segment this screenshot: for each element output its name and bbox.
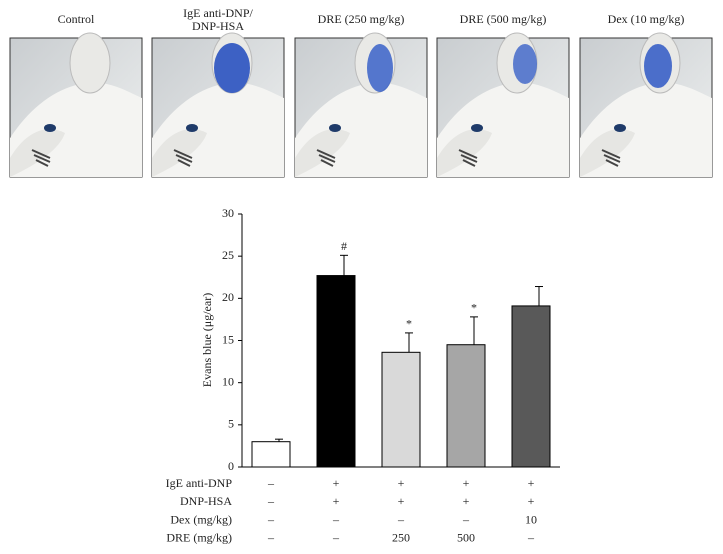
table-cell: – bbox=[462, 512, 470, 526]
y-tick-label: 30 bbox=[222, 206, 234, 220]
table-cell: + bbox=[398, 476, 405, 490]
row-label: IgE anti-DNP bbox=[166, 476, 233, 490]
significance-mark: * bbox=[471, 301, 477, 315]
table-cell: – bbox=[332, 531, 340, 545]
row-label: DRE (mg/kg) bbox=[166, 531, 232, 545]
table-cell: + bbox=[463, 494, 470, 508]
photo bbox=[9, 32, 143, 178]
significance-mark: # bbox=[341, 239, 347, 253]
panel-title: IgE anti-DNP/ bbox=[183, 6, 253, 20]
table-cell: – bbox=[397, 512, 405, 526]
photo bbox=[294, 32, 428, 178]
table-cell: – bbox=[527, 531, 535, 545]
bar bbox=[316, 275, 356, 468]
bar bbox=[251, 441, 291, 468]
y-tick-label: 10 bbox=[222, 374, 234, 388]
table-cell: – bbox=[267, 494, 275, 508]
table-cell: + bbox=[528, 476, 535, 490]
panel-title: DNP-HSA bbox=[192, 19, 244, 33]
y-axis-label: Evans blue (μg/ear) bbox=[200, 293, 214, 387]
panel-title: Control bbox=[58, 12, 95, 26]
table-cell: 250 bbox=[392, 531, 410, 545]
panel-title: DRE (250 mg/kg) bbox=[318, 12, 405, 26]
table-cell: 500 bbox=[457, 531, 475, 545]
table-cell: 10 bbox=[525, 512, 537, 526]
table-cell: + bbox=[528, 494, 535, 508]
table-cell: + bbox=[333, 494, 340, 508]
table-cell: – bbox=[267, 531, 275, 545]
table-cell: + bbox=[333, 476, 340, 490]
photo bbox=[579, 32, 713, 178]
photo bbox=[151, 32, 285, 178]
panel-title: DRE (500 mg/kg) bbox=[460, 12, 547, 26]
panel-title: Dex (10 mg/kg) bbox=[608, 12, 685, 26]
photos bbox=[9, 32, 713, 178]
y-tick-label: 5 bbox=[228, 417, 234, 431]
y-tick-label: 0 bbox=[228, 459, 234, 473]
bar bbox=[446, 344, 486, 468]
table-cell: – bbox=[267, 476, 275, 490]
table-cell: + bbox=[463, 476, 470, 490]
y-tick-label: 15 bbox=[222, 332, 234, 346]
y-tick-label: 25 bbox=[222, 248, 234, 262]
bar bbox=[381, 351, 421, 468]
row-label: Dex (mg/kg) bbox=[170, 512, 232, 526]
row-label: DNP-HSA bbox=[180, 494, 232, 508]
table-cell: – bbox=[267, 512, 275, 526]
bar bbox=[511, 305, 551, 468]
table-cell: – bbox=[332, 512, 340, 526]
y-tick-label: 20 bbox=[222, 290, 234, 304]
significance-mark: * bbox=[406, 317, 412, 331]
table-cell: + bbox=[398, 494, 405, 508]
photo bbox=[436, 32, 570, 178]
